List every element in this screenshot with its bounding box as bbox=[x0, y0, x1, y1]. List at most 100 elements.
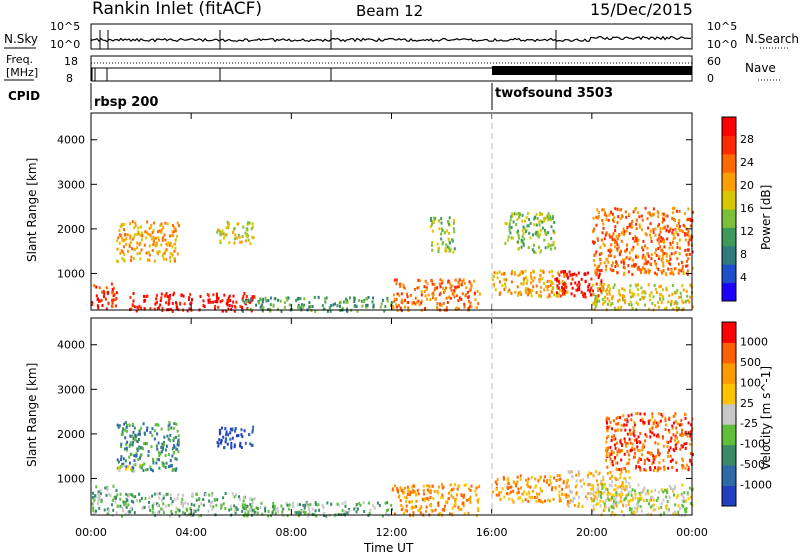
heatmap-cell bbox=[359, 503, 362, 507]
heatmap-cell bbox=[276, 507, 279, 511]
heatmap-cell bbox=[247, 238, 250, 242]
heatmap-cell bbox=[635, 236, 638, 240]
heatmap-cell bbox=[373, 506, 376, 510]
heatmap-cell bbox=[619, 217, 622, 221]
heatmap-cell bbox=[239, 304, 242, 308]
heatmap-cell bbox=[169, 255, 172, 259]
heatmap-cell bbox=[633, 438, 636, 442]
heatmap-cell bbox=[634, 255, 637, 259]
heatmap-cell bbox=[114, 298, 117, 302]
colorbar-segment bbox=[722, 362, 736, 384]
heatmap-cell bbox=[671, 488, 674, 492]
heatmap-cell bbox=[440, 495, 443, 499]
heatmap-cell bbox=[595, 215, 598, 219]
heatmap-cell bbox=[561, 286, 563, 289]
heatmap-cell bbox=[675, 461, 678, 465]
heatmap-cell bbox=[120, 442, 123, 446]
heatmap-cell bbox=[173, 291, 176, 295]
heatmap-cell bbox=[173, 451, 175, 455]
heatmap-cell bbox=[123, 238, 126, 242]
heatmap-cell bbox=[664, 271, 667, 275]
colorbar-frame bbox=[721, 116, 737, 302]
heatmap-cell bbox=[686, 273, 689, 277]
heatmap-cell bbox=[643, 468, 646, 472]
heatmap-cell bbox=[318, 508, 321, 512]
heatmap-cell bbox=[522, 225, 525, 229]
heatmap-cell bbox=[517, 291, 520, 295]
heatmap-cell bbox=[432, 497, 435, 501]
heatmap-cell bbox=[620, 467, 623, 471]
heatmap-cell bbox=[664, 416, 667, 420]
heatmap-cell bbox=[322, 505, 325, 509]
heatmap-cell bbox=[91, 301, 94, 305]
heatmap-cell bbox=[621, 481, 624, 484]
heatmap-cell bbox=[172, 438, 175, 442]
heatmap-cell bbox=[602, 500, 605, 504]
heatmap-cell bbox=[674, 227, 677, 231]
heatmap-cell bbox=[114, 500, 117, 504]
heatmap-cell bbox=[650, 240, 653, 243]
heatmap-cell bbox=[181, 493, 184, 497]
heatmap-cell bbox=[657, 224, 659, 228]
heatmap-cell bbox=[177, 434, 180, 438]
heatmap-cell bbox=[455, 294, 458, 298]
heatmap-cell bbox=[227, 296, 230, 300]
heatmap-cell bbox=[144, 432, 146, 436]
heatmap-cell bbox=[426, 496, 429, 500]
heatmap-cell bbox=[177, 450, 180, 454]
heatmap-cell bbox=[477, 508, 480, 512]
heatmap-cell bbox=[672, 228, 675, 232]
heatmap-cell bbox=[687, 243, 690, 247]
heatmap-cell bbox=[657, 305, 660, 309]
heatmap-cell bbox=[643, 290, 646, 294]
heatmap-cell bbox=[601, 219, 604, 222]
heatmap-cell bbox=[632, 294, 635, 298]
heatmap-cell bbox=[495, 482, 498, 486]
heatmap-cell bbox=[241, 306, 243, 309]
heatmap-cell bbox=[644, 232, 647, 236]
heatmap-cell bbox=[601, 297, 604, 301]
heatmap-cell bbox=[412, 511, 415, 515]
heatmap-cell bbox=[520, 292, 523, 296]
heatmap-cell bbox=[639, 458, 642, 461]
heatmap-cell bbox=[431, 248, 434, 252]
heatmap-cell bbox=[246, 228, 249, 232]
heatmap-cell bbox=[119, 224, 122, 228]
heatmap-cell bbox=[597, 490, 600, 494]
heatmap-cell bbox=[678, 238, 681, 242]
nave-tick-top: 60 bbox=[707, 55, 721, 68]
heatmap-cell bbox=[128, 455, 131, 459]
heatmap-cell bbox=[549, 218, 552, 222]
heatmap-cell bbox=[177, 441, 180, 445]
heatmap-cell bbox=[353, 300, 356, 303]
heatmap-cell bbox=[611, 295, 614, 299]
heatmap-cell bbox=[577, 271, 580, 275]
heatmap-cell bbox=[623, 266, 626, 270]
heatmap-cell bbox=[620, 423, 623, 427]
heatmap-cell bbox=[450, 288, 453, 292]
heatmap-cell bbox=[112, 298, 115, 302]
heatmap-cell bbox=[273, 504, 276, 508]
heatmap-cell bbox=[256, 507, 259, 511]
heatmap-cell bbox=[135, 499, 138, 502]
heatmap-cell bbox=[568, 489, 571, 493]
heatmap-cell bbox=[160, 427, 163, 431]
heatmap-cell bbox=[212, 293, 215, 297]
colorbar-segment bbox=[722, 209, 736, 228]
heatmap-cell bbox=[672, 448, 675, 452]
heatmap-cell bbox=[148, 227, 151, 230]
heatmap-cell bbox=[397, 495, 400, 499]
heatmap-cell bbox=[341, 306, 344, 310]
heatmap-cell bbox=[125, 429, 128, 433]
heatmap-cell bbox=[441, 508, 444, 512]
heatmap-cell bbox=[604, 505, 607, 509]
heatmap-cell bbox=[639, 412, 642, 416]
heatmap-cell bbox=[603, 208, 605, 212]
heatmap-cell bbox=[634, 423, 636, 427]
heatmap-cell bbox=[628, 508, 631, 512]
heatmap-cell bbox=[544, 216, 547, 220]
heatmap-cell bbox=[120, 223, 123, 226]
heatmap-cell bbox=[618, 208, 621, 212]
heatmap-cell bbox=[279, 299, 282, 303]
heatmap-cell bbox=[508, 222, 511, 226]
